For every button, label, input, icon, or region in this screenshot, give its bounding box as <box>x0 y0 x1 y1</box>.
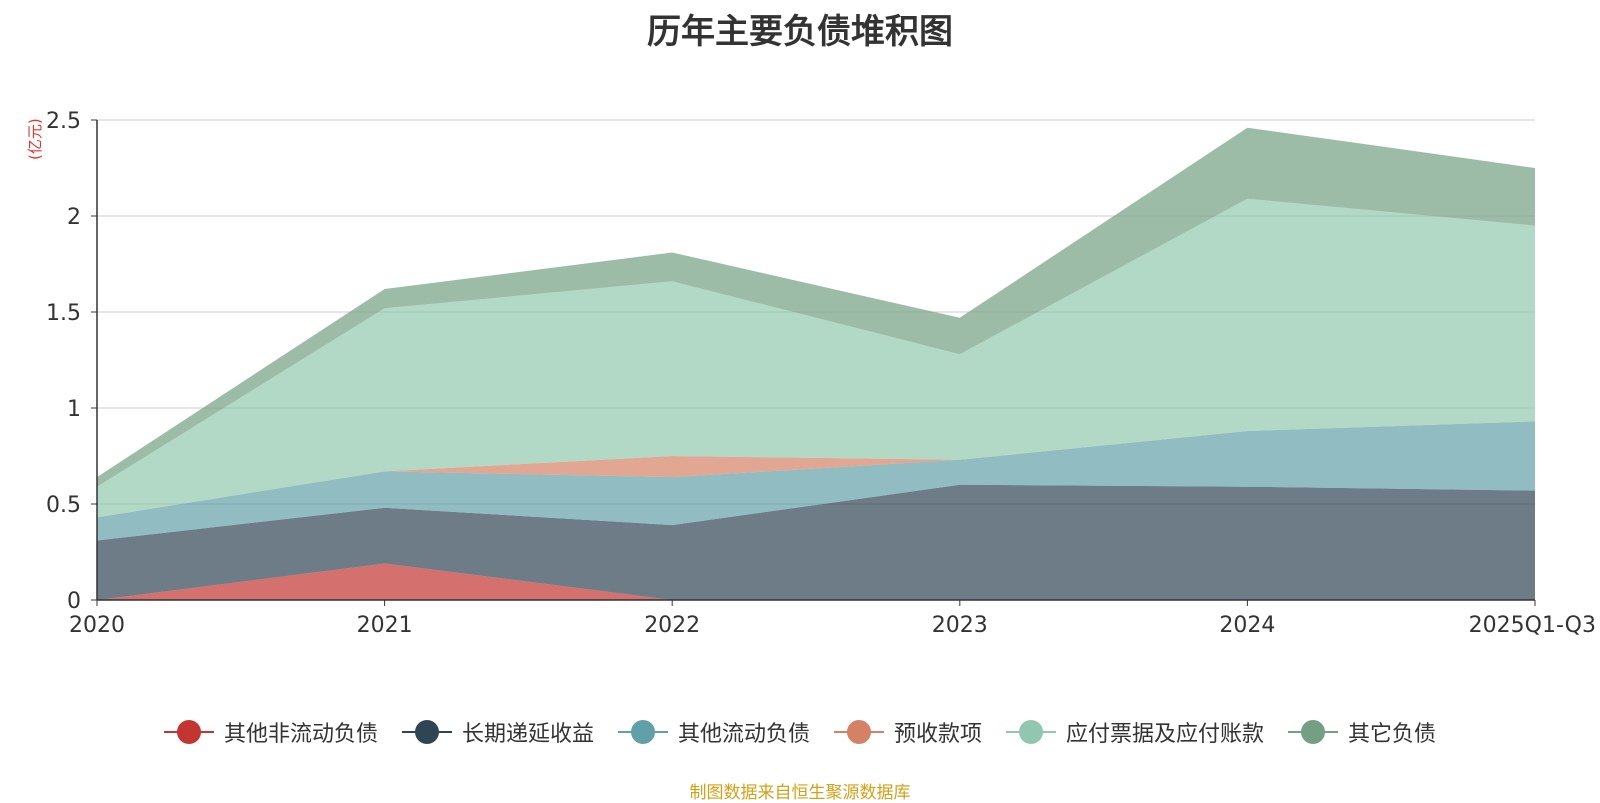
x-tick-label: 2021 <box>357 613 413 638</box>
legend-label: 其它负债 <box>1348 722 1437 747</box>
area-series-4[interactable] <box>97 198 1535 518</box>
legend-marker-icon <box>617 720 668 744</box>
area-series-1[interactable] <box>97 484 1535 600</box>
legend-label: 应付票据及应付账款 <box>1066 722 1265 747</box>
legend-label: 其他非流动负债 <box>223 722 378 747</box>
x-tick-label: 2024 <box>1219 613 1275 638</box>
legend-marker-icon <box>834 720 884 744</box>
legend-marker-icon <box>1006 720 1057 744</box>
legend: 其他非流动负债 长期递延收益 其他流动负债 预收款项 应付票据及应付账款 其它负债 <box>0 716 1600 748</box>
legend-label: 预收款项 <box>894 722 983 747</box>
legend-marker-icon <box>1288 720 1339 744</box>
area-series-2[interactable] <box>97 421 1535 541</box>
y-tick-label: 1.5 <box>46 301 81 326</box>
legend-item[interactable]: 应付票据及应付账款 <box>1006 716 1264 748</box>
legend-item[interactable]: 预收款项 <box>834 716 982 748</box>
axes: 0 0.5 1 1.5 2 2.5 2020 2021 2022 2023 2024 2025Q1-Q… <box>46 109 1596 638</box>
x-tick-label: 2023 <box>932 613 988 638</box>
legend-marker-icon <box>163 720 214 744</box>
chart-title: 历年主要负债堆积图 <box>647 12 953 52</box>
y-tick-label: 2 <box>67 205 81 230</box>
stacked-area-chart: 0 0.5 1 1.5 2 2.5 2020 2021 2022 2023 2024 2025Q1-Q… <box>46 109 1596 638</box>
legend-item[interactable]: 其他流动负债 <box>617 716 810 748</box>
y-tick-label: 1 <box>67 397 81 422</box>
x-tick-label: 2022 <box>644 613 700 638</box>
x-tick-label: 2025Q1-Q3 <box>1469 613 1596 638</box>
legend-item[interactable]: 其它负债 <box>1288 716 1436 748</box>
y-tick-label: 2.5 <box>46 109 81 134</box>
y-tick-label: 0 <box>67 589 81 614</box>
y-tick-label: 0.5 <box>46 493 81 518</box>
source-note: 制图数据来自恒生聚源数据库 <box>689 783 911 803</box>
area-series <box>97 127 1535 600</box>
legend-item[interactable]: 其他非流动负债 <box>163 716 378 748</box>
legend-marker-icon <box>401 720 452 744</box>
area-series-5[interactable] <box>97 127 1535 487</box>
legend-label: 其他流动负债 <box>677 722 810 747</box>
legend-label: 长期递延收益 <box>461 722 594 747</box>
legend-item[interactable]: 长期递延收益 <box>401 716 594 748</box>
x-tick-label: 2020 <box>69 613 125 638</box>
